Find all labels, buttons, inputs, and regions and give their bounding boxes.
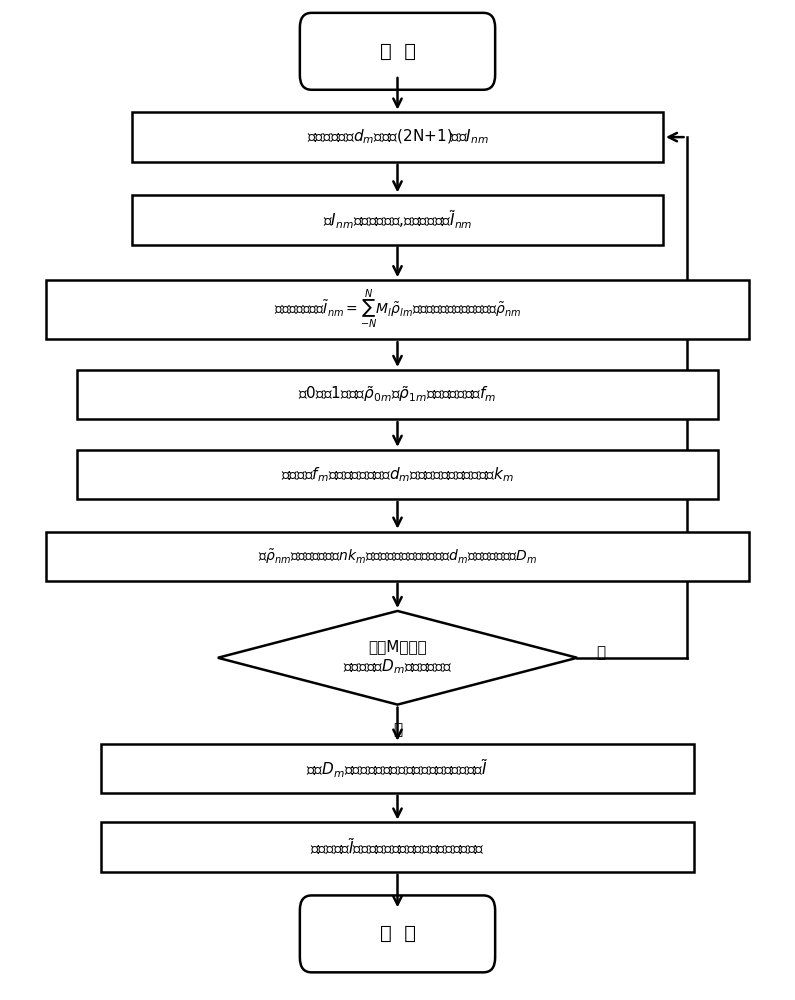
Bar — [77, 450, 718, 499]
Text: 对扩展频谱$\tilde{I}$做逆傅里叶变换，获得样品超分辨图像: 对扩展频谱$\tilde{I}$做逆傅里叶变换，获得样品超分辨图像 — [310, 837, 485, 857]
Polygon shape — [218, 611, 577, 705]
Text: 读取光栅取向$d_m$对应的(2N+1)幅图$I_{nm}$: 读取光栅取向$d_m$对应的(2N+1)幅图$I_{nm}$ — [307, 128, 488, 146]
Text: 扵0级和1级分量$\tilde{\rho}_{0m}$和$\tilde{\rho}_{1m}$的交叉关联函数$f_m$: 扵0级和1级分量$\tilde{\rho}_{0m}$和$\tilde{\rho… — [298, 385, 497, 404]
FancyBboxPatch shape — [300, 13, 495, 90]
Bar — [101, 822, 694, 872]
Bar — [46, 280, 749, 339]
Bar — [132, 195, 663, 245]
Text: 全部M个取向
的扩展频谱$D_m$频谱均已求出: 全部M个取向 的扩展频谱$D_m$频谱均已求出 — [343, 640, 452, 676]
Bar — [132, 112, 663, 162]
Text: 结  束: 结 束 — [379, 924, 416, 943]
FancyBboxPatch shape — [300, 895, 495, 972]
Text: 否: 否 — [597, 645, 606, 660]
Text: 通过$D_m$重建获得荧光标记样品的全空间扩展频谱$\tilde{I}$: 通过$D_m$重建获得荧光标记样品的全空间扩展频谱$\tilde{I}$ — [306, 757, 489, 780]
Text: 对$I_{nm}$做傅里叶变换,获得图像频谱$\tilde{I}_{nm}$: 对$I_{nm}$做傅里叶变换,获得图像频谱$\tilde{I}_{nm}$ — [323, 209, 472, 231]
Text: 将$\tilde{\rho}_{nm}$在频谱空间平移$nk_m$，重叠区做加权平均，获得$d_m$取向的扩展频谱$D_m$: 将$\tilde{\rho}_{nm}$在频谱空间平移$nk_m$，重叠区做加权… — [258, 547, 537, 566]
Text: 求解线形方程组$\tilde{I}_{nm} = \sum_{-N}^{N} M_l\tilde{\rho}_{lm}$，获得样品各级次空间频谱$\tilde{: 求解线形方程组$\tilde{I}_{nm} = \sum_{-N}^{N} M… — [273, 288, 522, 331]
Text: 开  始: 开 始 — [379, 42, 416, 61]
Text: 通过求解$f_m$的极大値点，确定$d_m$取向各级次间的相对频移$k_m$: 通过求解$f_m$的极大値点，确定$d_m$取向各级次间的相对频移$k_m$ — [281, 465, 514, 484]
Bar — [101, 744, 694, 793]
Bar — [46, 532, 749, 581]
Text: 是: 是 — [393, 722, 402, 737]
Bar — [77, 370, 718, 419]
